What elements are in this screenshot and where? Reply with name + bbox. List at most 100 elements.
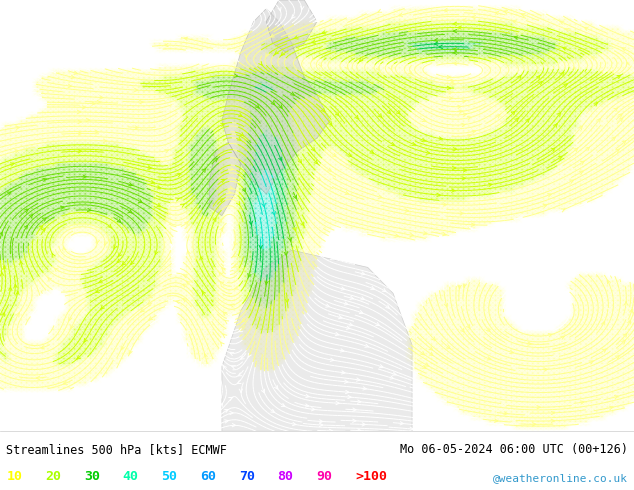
FancyArrowPatch shape	[321, 108, 325, 112]
FancyArrowPatch shape	[391, 143, 394, 146]
FancyArrowPatch shape	[515, 298, 519, 302]
FancyArrowPatch shape	[614, 242, 617, 246]
FancyArrowPatch shape	[341, 287, 345, 290]
FancyArrowPatch shape	[202, 291, 205, 295]
FancyArrowPatch shape	[519, 235, 522, 238]
FancyArrowPatch shape	[414, 267, 418, 270]
FancyArrowPatch shape	[453, 29, 456, 33]
FancyArrowPatch shape	[585, 238, 588, 241]
FancyArrowPatch shape	[198, 10, 202, 13]
FancyArrowPatch shape	[279, 157, 281, 161]
FancyArrowPatch shape	[429, 346, 432, 350]
FancyArrowPatch shape	[590, 361, 593, 364]
FancyArrowPatch shape	[579, 171, 583, 174]
FancyArrowPatch shape	[504, 412, 507, 415]
FancyArrowPatch shape	[413, 280, 417, 283]
FancyArrowPatch shape	[305, 404, 309, 407]
FancyArrowPatch shape	[345, 65, 348, 69]
FancyArrowPatch shape	[71, 75, 75, 78]
FancyArrowPatch shape	[557, 113, 560, 116]
FancyArrowPatch shape	[256, 104, 259, 108]
FancyArrowPatch shape	[251, 2, 255, 6]
FancyArrowPatch shape	[115, 51, 119, 55]
FancyArrowPatch shape	[434, 39, 437, 42]
FancyArrowPatch shape	[564, 84, 567, 87]
FancyArrowPatch shape	[329, 429, 333, 433]
FancyArrowPatch shape	[99, 405, 103, 408]
FancyArrowPatch shape	[242, 188, 245, 192]
FancyArrowPatch shape	[52, 29, 55, 33]
FancyArrowPatch shape	[507, 269, 510, 272]
FancyArrowPatch shape	[229, 397, 233, 400]
FancyArrowPatch shape	[399, 13, 403, 16]
FancyArrowPatch shape	[562, 283, 566, 286]
FancyArrowPatch shape	[410, 427, 413, 430]
FancyArrowPatch shape	[439, 263, 442, 267]
FancyArrowPatch shape	[462, 100, 466, 103]
FancyArrowPatch shape	[553, 248, 557, 251]
Text: 70: 70	[239, 470, 255, 483]
FancyArrowPatch shape	[221, 343, 224, 346]
FancyArrowPatch shape	[230, 411, 233, 415]
FancyArrowPatch shape	[517, 241, 520, 245]
FancyArrowPatch shape	[92, 395, 95, 399]
FancyArrowPatch shape	[452, 73, 456, 76]
FancyArrowPatch shape	[84, 1, 87, 4]
FancyArrowPatch shape	[139, 416, 143, 420]
FancyArrowPatch shape	[70, 414, 74, 417]
FancyArrowPatch shape	[544, 6, 548, 10]
FancyArrowPatch shape	[278, 7, 281, 11]
FancyArrowPatch shape	[627, 272, 630, 275]
FancyArrowPatch shape	[52, 303, 56, 307]
FancyArrowPatch shape	[179, 63, 183, 66]
FancyArrowPatch shape	[463, 232, 467, 236]
FancyArrowPatch shape	[149, 294, 153, 298]
FancyArrowPatch shape	[249, 221, 252, 225]
FancyArrowPatch shape	[290, 92, 294, 95]
FancyArrowPatch shape	[525, 284, 529, 287]
FancyArrowPatch shape	[42, 31, 45, 34]
FancyArrowPatch shape	[448, 91, 452, 94]
FancyArrowPatch shape	[68, 245, 72, 248]
FancyArrowPatch shape	[36, 376, 39, 380]
FancyArrowPatch shape	[379, 365, 383, 368]
FancyArrowPatch shape	[77, 22, 81, 25]
FancyArrowPatch shape	[42, 228, 45, 232]
FancyArrowPatch shape	[94, 130, 98, 133]
FancyArrowPatch shape	[272, 212, 276, 215]
FancyArrowPatch shape	[446, 345, 450, 348]
FancyArrowPatch shape	[50, 312, 54, 315]
FancyArrowPatch shape	[453, 51, 456, 54]
FancyArrowPatch shape	[372, 4, 375, 7]
FancyArrowPatch shape	[594, 102, 598, 106]
FancyArrowPatch shape	[103, 402, 107, 405]
FancyArrowPatch shape	[444, 303, 448, 307]
FancyArrowPatch shape	[359, 58, 363, 62]
FancyArrowPatch shape	[101, 49, 105, 53]
FancyArrowPatch shape	[346, 391, 349, 393]
FancyArrowPatch shape	[381, 269, 385, 271]
FancyArrowPatch shape	[131, 261, 134, 265]
FancyArrowPatch shape	[560, 21, 564, 24]
FancyArrowPatch shape	[444, 9, 447, 12]
FancyArrowPatch shape	[233, 253, 236, 257]
FancyArrowPatch shape	[399, 283, 403, 287]
FancyArrowPatch shape	[453, 147, 456, 151]
FancyArrowPatch shape	[74, 0, 77, 2]
FancyArrowPatch shape	[271, 101, 275, 105]
FancyArrowPatch shape	[358, 400, 361, 403]
FancyArrowPatch shape	[602, 349, 606, 352]
FancyArrowPatch shape	[538, 82, 542, 85]
FancyArrowPatch shape	[99, 280, 103, 283]
FancyArrowPatch shape	[39, 225, 42, 229]
FancyArrowPatch shape	[602, 321, 605, 325]
FancyArrowPatch shape	[611, 11, 614, 15]
FancyArrowPatch shape	[88, 239, 91, 243]
FancyArrowPatch shape	[117, 219, 120, 222]
FancyArrowPatch shape	[609, 406, 613, 410]
FancyArrowPatch shape	[55, 268, 58, 271]
FancyArrowPatch shape	[535, 251, 538, 254]
FancyArrowPatch shape	[63, 381, 67, 384]
FancyArrowPatch shape	[28, 86, 32, 89]
FancyArrowPatch shape	[259, 245, 262, 249]
